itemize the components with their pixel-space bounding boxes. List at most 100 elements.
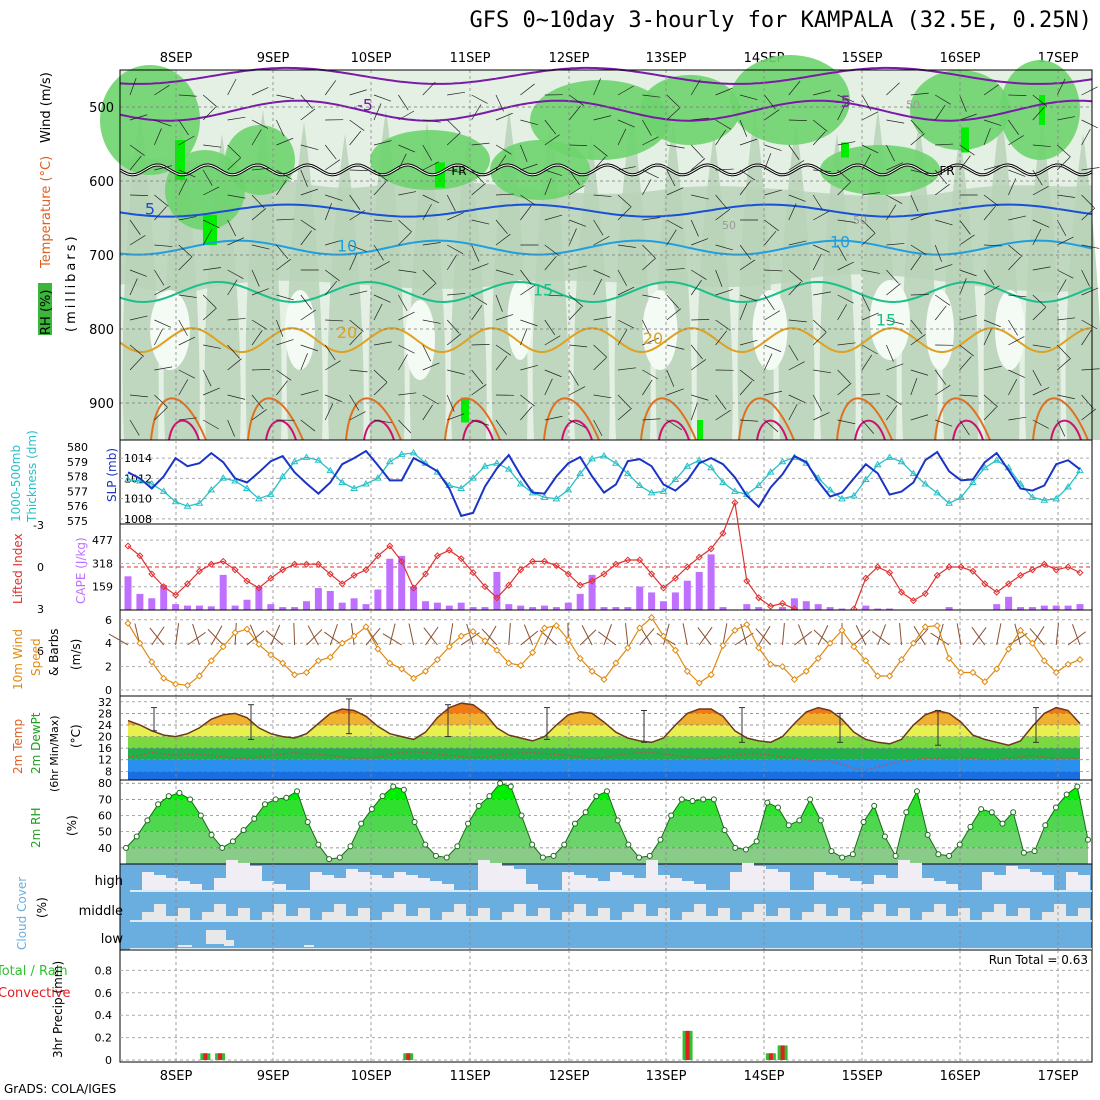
wind-barb: [178, 119, 189, 136]
wind-barb: [446, 194, 456, 212]
wind-barb: [886, 194, 903, 205]
wind-barb: [910, 213, 928, 221]
wind-barb: [617, 269, 628, 286]
cloud-high-fill: [514, 869, 526, 890]
contour-label: 5: [145, 199, 155, 218]
wind10-point: [326, 653, 334, 661]
wind-barb: [227, 318, 246, 321]
thickness-tick-label: 576: [67, 500, 88, 513]
wind-barb: [934, 369, 947, 385]
wind-barb: [690, 359, 706, 371]
wind-barb: [495, 193, 514, 196]
cloud-high-fill: [370, 875, 382, 890]
rh-point: [240, 827, 247, 834]
wind-barb: [129, 155, 142, 171]
wind-barb: [544, 378, 553, 396]
rh-point: [229, 838, 236, 845]
rh-point: [475, 802, 482, 809]
bottom-date-label: 11SEP: [450, 1069, 491, 1084]
li-point: [398, 557, 406, 565]
wind10-point: [636, 624, 644, 632]
rh-point: [304, 819, 311, 825]
wind-barb: [1081, 287, 1099, 296]
wind-barb: [373, 244, 384, 261]
wind-barb: [739, 180, 752, 196]
thickness-point: [504, 465, 513, 472]
cloud-middle-fill: [802, 912, 814, 920]
li-point: [648, 570, 656, 578]
rh-band: [120, 158, 1092, 293]
wind-barb: [788, 194, 806, 202]
rh-moist-cell: [910, 70, 1010, 150]
footer-credit: GrADS: COLA/IGES: [4, 1082, 117, 1096]
rh-point: [400, 786, 407, 793]
cloud-middle-fill: [1042, 912, 1054, 920]
wind-barb: [934, 294, 951, 306]
thickness-point: [612, 459, 620, 466]
wind-barb: [1056, 419, 1066, 437]
temp-contour-minus5-upper: [119, 66, 1093, 85]
wind10-barb: [639, 626, 653, 646]
wind10-barb: [207, 628, 224, 646]
wind-barb: [129, 344, 145, 357]
rh-tick-label: 40: [98, 842, 112, 855]
top-date-label: 8SEP: [160, 51, 193, 66]
bottom-date-label: 17SEP: [1038, 1069, 1079, 1084]
li-point: [1064, 563, 1072, 571]
li-point: [993, 588, 1001, 596]
cape-bar: [445, 605, 453, 610]
rh-point: [187, 796, 194, 803]
cloud-high-fill: [670, 878, 682, 890]
rh-point: [721, 827, 728, 834]
wind-barb: [983, 128, 991, 146]
precip-convective-bar: [406, 1053, 411, 1060]
wind-barb: [813, 291, 831, 296]
cloud-middle-fill: [934, 904, 946, 920]
wind-barb: [276, 94, 295, 100]
wind-barb: [690, 144, 704, 159]
li-point: [731, 499, 739, 507]
wind-barb: [398, 392, 417, 396]
wind-barb: [934, 104, 946, 121]
cape-bar: [303, 601, 310, 610]
wind-barb: [324, 144, 337, 160]
contour-label: FR: [939, 164, 954, 178]
wind-barb: [1057, 236, 1074, 246]
cape-bar: [481, 607, 489, 610]
wind10-label-c: & Barbs: [47, 628, 61, 676]
wind-barb: [495, 314, 514, 321]
wind-barb: [251, 269, 260, 287]
cloud-middle-fill: [394, 904, 406, 920]
rh-point: [507, 783, 514, 790]
cloud-tick-label: middle: [79, 904, 123, 919]
wind-barb: [251, 129, 262, 146]
wind-barb: [812, 194, 824, 211]
wind-barb: [1032, 387, 1050, 396]
wind10-barb: [408, 623, 415, 646]
temp-band: [128, 724, 1080, 737]
wind-barb: [422, 344, 432, 362]
wind10-point: [291, 671, 299, 679]
wind10-barb: [663, 623, 670, 646]
wind-barb: [739, 244, 752, 260]
thickness-point: [278, 472, 287, 480]
cloud-high-fill: [238, 863, 250, 890]
wind-barb: [886, 82, 900, 96]
wind-barb: [349, 290, 368, 296]
wind-barb: [520, 144, 528, 162]
wind-barb: [568, 94, 584, 106]
thickness-tick-label: 580: [67, 441, 88, 454]
cloud-middle-fill: [1006, 916, 1018, 920]
wind10-barb: [448, 623, 454, 646]
li-point: [362, 566, 370, 574]
li-point: [469, 569, 477, 577]
precip-label-c: 3hr Precip (mm): [51, 961, 65, 1058]
cloud-tick-label: high: [95, 874, 123, 889]
li-point: [433, 552, 441, 560]
wind-barb: [178, 178, 188, 196]
cape-bar: [1076, 604, 1084, 610]
wind-barb: [739, 303, 748, 321]
wind-barb: [1008, 294, 1027, 298]
wind10-point: [969, 668, 977, 676]
li-point: [874, 563, 882, 571]
